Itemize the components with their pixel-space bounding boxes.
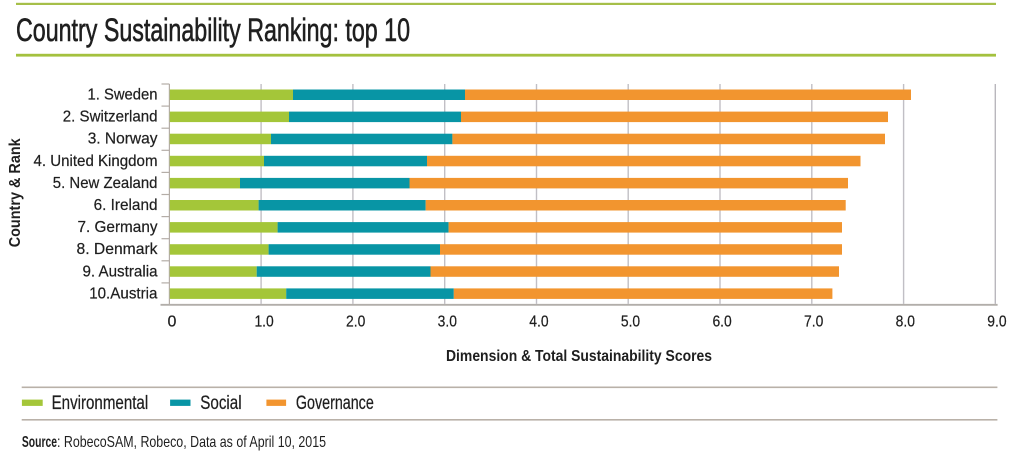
svg-text:Social: Social xyxy=(200,393,241,414)
svg-text:9.0: 9.0 xyxy=(987,313,1006,330)
svg-text:4.0: 4.0 xyxy=(529,313,548,330)
svg-text:Country & Rank: Country & Rank xyxy=(7,138,24,247)
svg-text:7. Germany: 7. Germany xyxy=(78,219,158,236)
svg-text:7.0: 7.0 xyxy=(804,313,823,330)
svg-text:5. New Zealand: 5. New Zealand xyxy=(53,175,158,192)
svg-text:3. Norway: 3. Norway xyxy=(88,131,158,148)
svg-text:0: 0 xyxy=(167,313,176,330)
svg-text:8. Denmark: 8. Denmark xyxy=(77,241,159,258)
svg-text:9. Australia: 9. Australia xyxy=(83,263,158,280)
svg-text:Environmental: Environmental xyxy=(52,393,149,414)
svg-text:Country Sustainability Ranking: Country Sustainability Ranking: top 10 xyxy=(16,12,410,48)
svg-text:1. Sweden: 1. Sweden xyxy=(88,87,158,104)
svg-text:5.0: 5.0 xyxy=(621,313,640,330)
svg-text:4. United Kingdom: 4. United Kingdom xyxy=(34,153,158,170)
svg-text:8.0: 8.0 xyxy=(896,313,915,330)
svg-text:Source: RobecoSAM, Robeco, Dat: Source: RobecoSAM, Robeco, Data as of Ap… xyxy=(22,434,326,451)
svg-text:2. Switzerland: 2. Switzerland xyxy=(63,109,158,126)
svg-text:Dimension & Total Sustainabili: Dimension & Total Sustainability Scores xyxy=(446,348,712,365)
svg-text:1.0: 1.0 xyxy=(254,313,273,330)
svg-text:6.0: 6.0 xyxy=(712,313,731,330)
svg-text:3.0: 3.0 xyxy=(438,313,457,330)
svg-text:2.0: 2.0 xyxy=(346,313,365,330)
svg-text:6. Ireland: 6. Ireland xyxy=(94,197,158,214)
svg-text:Governance: Governance xyxy=(296,393,374,414)
svg-text:10.Austria: 10.Austria xyxy=(89,285,157,302)
